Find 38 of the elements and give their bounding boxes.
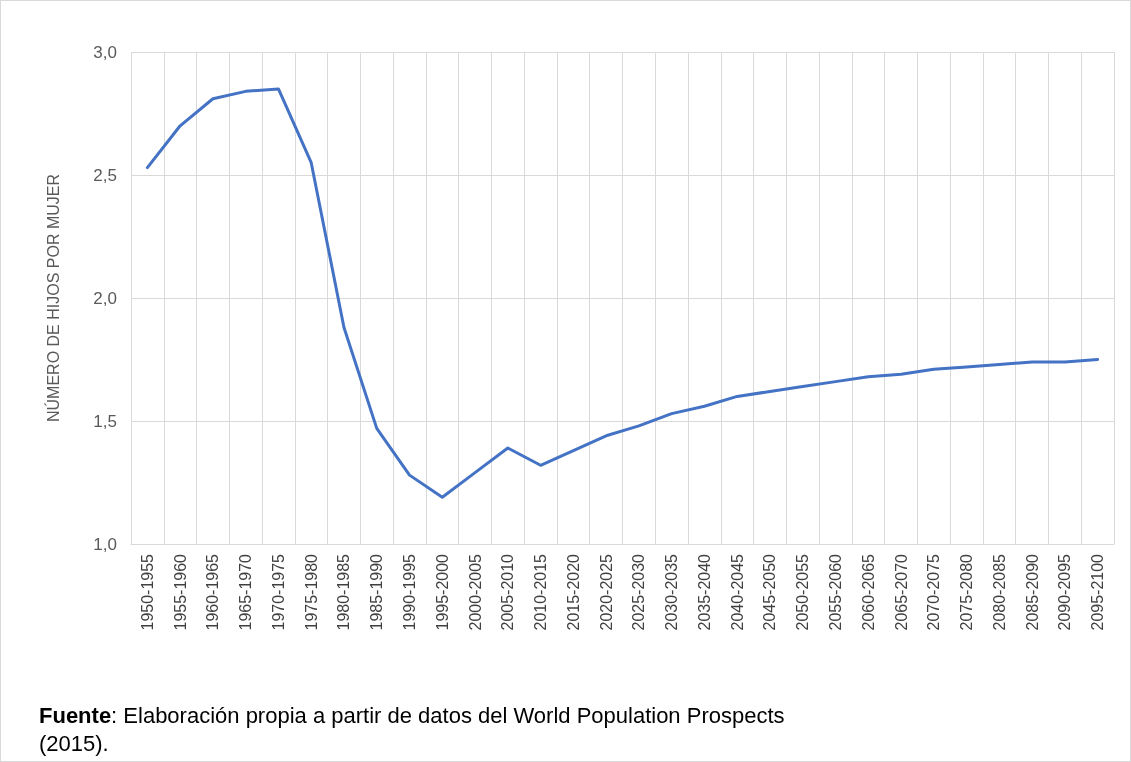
- y-tick-label: 3,0: [93, 42, 117, 62]
- x-tick-label: 2040-2045: [728, 553, 746, 631]
- x-tick-label: 2060-2065: [859, 553, 877, 631]
- x-tick-label: 1965-1970: [237, 553, 255, 631]
- x-tick-label: 2015-2020: [564, 553, 582, 631]
- x-tick-label: 2010-2015: [532, 553, 550, 631]
- x-tick-label: 2035-2040: [695, 553, 713, 631]
- x-tick-label: 2075-2080: [958, 553, 976, 631]
- x-tick-label: 1975-1980: [302, 553, 320, 631]
- x-tick-label: 2050-2055: [794, 553, 812, 631]
- x-tick-label: 2000-2005: [466, 553, 484, 631]
- x-tick-label: 2085-2090: [1023, 553, 1041, 631]
- y-tick-label: 1,0: [93, 534, 117, 554]
- x-tick-label: 1995-2000: [433, 553, 451, 631]
- x-tick-label: 2095-2100: [1089, 553, 1107, 631]
- x-tick-label: 2020-2025: [597, 553, 615, 631]
- x-tick-label: 1970-1975: [269, 553, 287, 631]
- x-tick-label: 2030-2035: [663, 553, 681, 631]
- x-tick-label: 1950-1955: [138, 553, 156, 631]
- y-tick-label: 2,5: [93, 165, 117, 185]
- x-tick-label: 2070-2075: [925, 553, 943, 631]
- x-tick-label: 2080-2085: [990, 553, 1008, 631]
- y-axis-title: NÚMERO DE HIJOS POR MUJER: [43, 173, 62, 423]
- y-tick-label: 2,0: [93, 288, 117, 308]
- source-note: Fuente: Elaboración propia a partir de datos del World Population Prospects (2015).: [39, 702, 791, 756]
- x-tick-label: 1990-1995: [401, 553, 419, 631]
- y-tick-label: 1,5: [93, 411, 117, 431]
- x-tick-label: 1980-1985: [335, 553, 353, 631]
- line-series: [145, 87, 1100, 499]
- x-tick-label: 2025-2030: [630, 553, 648, 631]
- x-tick-label: 1985-1990: [368, 553, 386, 631]
- x-tick-label: 2090-2095: [1056, 553, 1074, 631]
- x-tick-label: 2005-2010: [499, 553, 517, 631]
- x-tick-label: 2045-2050: [761, 553, 779, 631]
- x-tick-label: 2065-2070: [892, 553, 910, 631]
- x-tick-label: 1955-1960: [171, 553, 189, 631]
- x-tick-label: 2055-2060: [826, 553, 844, 631]
- x-tick-label: 1960-1965: [204, 553, 222, 631]
